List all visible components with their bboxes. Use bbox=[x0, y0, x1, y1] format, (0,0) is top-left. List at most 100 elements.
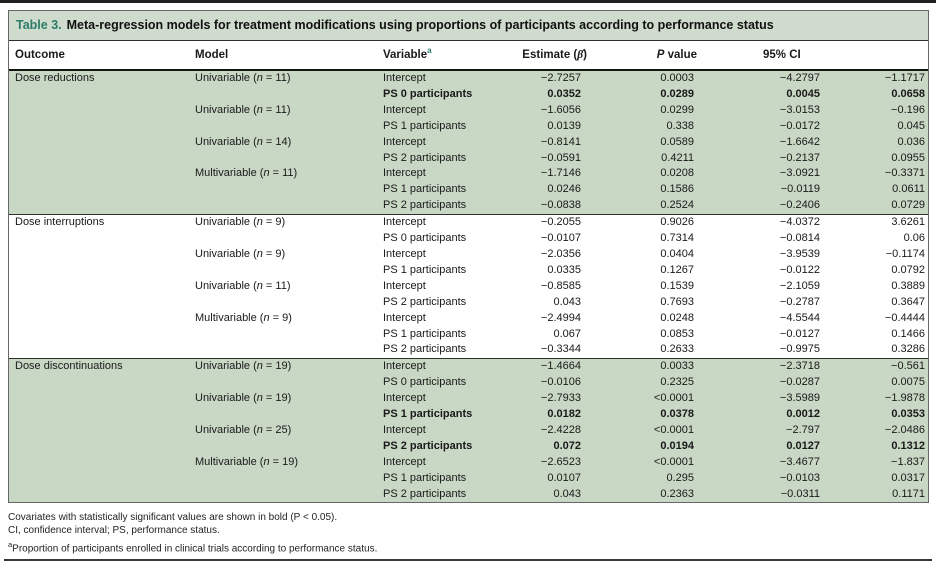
model-cell: Univariable (n = 9) bbox=[191, 214, 379, 232]
ci-upper-cell: 3.6261 bbox=[824, 214, 928, 232]
variable-cell: PS 1 participants bbox=[383, 327, 467, 340]
model-cell bbox=[191, 198, 379, 214]
ci-lower-cell: −0.0119 bbox=[780, 183, 820, 196]
pvalue-cell: 0.2633 bbox=[660, 343, 694, 356]
ci-lower-cell: −3.9539 bbox=[779, 247, 820, 260]
column-header-ci: 95% CI bbox=[699, 41, 928, 71]
model-cell bbox=[191, 119, 379, 135]
ci-lower-cell: −2.3718 bbox=[699, 358, 824, 376]
estimate-cell: −0.8585 bbox=[540, 279, 581, 292]
ci-lower-cell: −3.4677 bbox=[779, 455, 820, 468]
model-cell bbox=[191, 471, 379, 487]
variable-superscript: a bbox=[427, 46, 432, 56]
ci-upper-cell: −0.196 bbox=[891, 103, 925, 116]
table-row: PS 2 participants 0.043 0.7693 −0.2787 0… bbox=[9, 295, 928, 311]
table-row: Univariable (n = 11) Intercept −1.6056 0… bbox=[9, 102, 928, 119]
ci-lower-cell: −0.2787 bbox=[779, 295, 820, 308]
table-row: Dose discontinuations Univariable (n = 1… bbox=[9, 358, 928, 376]
table-title-text: Meta-regression models for treatment mod… bbox=[66, 18, 774, 32]
estimate-cell: −0.0107 bbox=[540, 232, 581, 245]
outcome-cell bbox=[9, 407, 191, 423]
table-body: Dose reductions Univariable (n = 11) Int… bbox=[9, 70, 928, 503]
estimate-cell: 0.0139 bbox=[547, 119, 581, 132]
model-cell bbox=[191, 182, 379, 198]
estimate-cell: −1.7146 bbox=[540, 167, 581, 180]
outcome-cell: Dose discontinuations bbox=[9, 358, 191, 376]
table-header: Outcome Model Variablea Estimate (β̂) P … bbox=[9, 41, 928, 71]
ci-lower-cell: −4.5544 bbox=[779, 311, 820, 324]
estimate-cell: −0.2055 bbox=[499, 214, 589, 232]
page-top-rule bbox=[0, 0, 936, 3]
model-cell bbox=[191, 263, 379, 279]
ci-upper-cell: −1.9878 bbox=[884, 392, 925, 405]
outcome-cell bbox=[9, 471, 191, 487]
table-row: PS 1 participants 0.0335 0.1267 −0.0122 … bbox=[9, 263, 928, 279]
variable-cell: PS 0 participants bbox=[383, 376, 467, 389]
ci-upper-cell: 0.1171 bbox=[892, 487, 925, 500]
table-row: Univariable (n = 9) Intercept −2.0356 0.… bbox=[9, 247, 928, 263]
table-row: PS 0 participants −0.0106 0.2325 −0.0287… bbox=[9, 375, 928, 392]
outcome-cell bbox=[9, 342, 191, 358]
estimate-cell: −2.7257 bbox=[540, 72, 581, 84]
table-row: PS 2 participants −0.0591 0.4211 −0.2137… bbox=[9, 150, 928, 167]
ci-upper-cell: 0.3647 bbox=[891, 295, 925, 308]
variable-cell: Intercept bbox=[379, 214, 499, 232]
outcome-cell bbox=[9, 439, 191, 455]
column-header-pvalue: P value bbox=[589, 41, 699, 71]
ci-upper-cell: 0.3286 bbox=[891, 343, 925, 356]
model-cell: Univariable (n = 9) bbox=[195, 247, 286, 260]
outcome-cell bbox=[9, 423, 191, 439]
estimate-cell: 0.072 bbox=[553, 439, 581, 452]
variable-cell: Intercept bbox=[383, 279, 426, 292]
model-cell: Univariable (n = 11) bbox=[195, 103, 291, 116]
pvalue-cell: <0.0001 bbox=[653, 423, 694, 436]
ci-lower-cell: −0.0127 bbox=[779, 327, 820, 340]
outcome-cell bbox=[9, 327, 191, 343]
pvalue-cell: 0.1539 bbox=[660, 279, 694, 292]
table-number-label: Table 3. bbox=[16, 18, 62, 32]
variable-cell: Intercept bbox=[383, 103, 426, 116]
outcome-cell bbox=[9, 375, 191, 391]
ci-lower-cell: −4.2797 bbox=[779, 72, 820, 84]
column-header-outcome: Outcome bbox=[9, 41, 191, 71]
ci-lower-cell: −3.0153 bbox=[779, 103, 820, 116]
table-row: Univariable (n = 25) Intercept −2.4228 <… bbox=[9, 422, 928, 439]
variable-cell: PS 2 participants bbox=[383, 199, 467, 212]
outcome-cell bbox=[9, 263, 191, 279]
variable-cell: PS 0 participants bbox=[383, 232, 467, 245]
estimate-cell: −0.3344 bbox=[540, 343, 581, 356]
ci-upper-cell: −0.4444 bbox=[884, 311, 925, 324]
pvalue-cell: 0.4211 bbox=[661, 151, 694, 164]
pvalue-cell: 0.0589 bbox=[660, 135, 694, 148]
estimate-cell: 0.0107 bbox=[547, 471, 581, 484]
variable-cell: PS 1 participants bbox=[383, 119, 467, 132]
estimate-cell: −2.7933 bbox=[540, 392, 581, 405]
table-row: PS 0 participants 0.0352 0.0289 0.0045 0… bbox=[9, 86, 928, 103]
model-cell: Univariable (n = 14) bbox=[195, 135, 292, 148]
ci-upper-cell: −0.561 bbox=[824, 358, 928, 376]
variable-cell: PS 2 participants bbox=[383, 439, 473, 452]
table-row: Dose reductions Univariable (n = 11) Int… bbox=[9, 70, 928, 87]
model-cell bbox=[191, 487, 379, 503]
pvalue-cell: 0.7314 bbox=[660, 232, 694, 245]
ci-upper-cell: 0.06 bbox=[903, 232, 925, 245]
estimate-cell: −0.0591 bbox=[540, 151, 581, 164]
estimate-cell: −2.4228 bbox=[540, 423, 581, 436]
estimate-cell: 0.067 bbox=[553, 327, 581, 340]
footnote-abbreviations: CI, confidence interval; PS, performance… bbox=[8, 525, 220, 537]
model-cell bbox=[191, 375, 379, 391]
estimate-cell: −0.0838 bbox=[540, 199, 581, 212]
ci-upper-cell: 0.036 bbox=[897, 135, 925, 148]
ci-upper-cell: −0.3371 bbox=[884, 167, 925, 180]
outcome-cell bbox=[9, 487, 191, 503]
pvalue-cell: 0.2524 bbox=[660, 199, 694, 212]
model-cell: Multivariable (n = 11) bbox=[195, 167, 298, 180]
estimate-header-prefix: Estimate ( bbox=[522, 49, 578, 61]
pvalue-cell: 0.0404 bbox=[660, 247, 694, 260]
ci-lower-cell: 0.0012 bbox=[786, 408, 820, 421]
estimate-cell: −2.6523 bbox=[540, 455, 581, 468]
outcome-cell bbox=[9, 119, 191, 135]
ci-lower-cell: −0.9975 bbox=[779, 343, 820, 356]
variable-cell: PS 1 participants bbox=[383, 263, 467, 276]
pvalue-cell: 0.9026 bbox=[589, 214, 699, 232]
